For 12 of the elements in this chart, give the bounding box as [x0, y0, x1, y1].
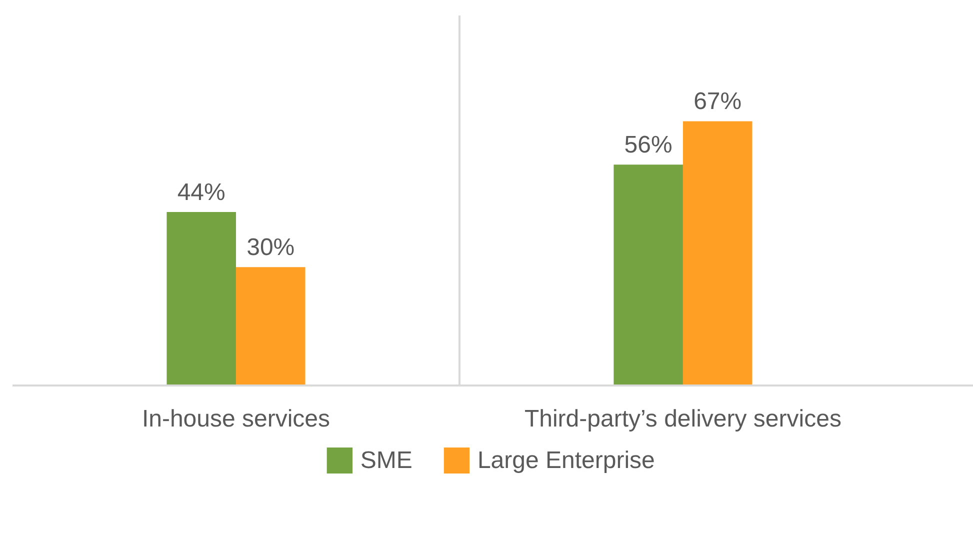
x-tick-label: Third-party’s delivery services: [524, 406, 842, 432]
data-label: 30%: [246, 234, 295, 262]
legend-label: SME: [360, 447, 412, 474]
bar: [166, 212, 236, 386]
bar: [614, 164, 683, 386]
data-label: 56%: [624, 132, 672, 159]
legend-label: Large Enterprise: [477, 447, 655, 474]
data-label: 67%: [694, 88, 742, 116]
bar: [682, 121, 752, 386]
x-tick-label: In-house services: [142, 406, 330, 432]
bar: [236, 267, 306, 386]
data-label: 44%: [177, 178, 226, 206]
